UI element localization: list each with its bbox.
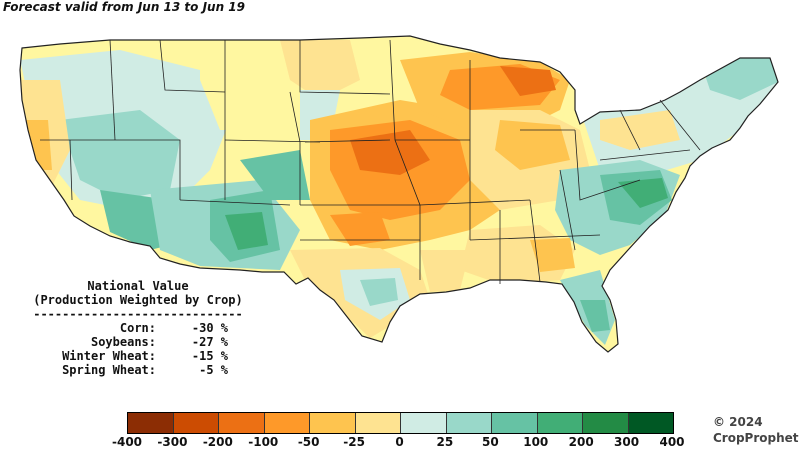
national-value-rule: ----------------------------- (33, 307, 243, 321)
map-title: Forecast valid from Jun 13 to Jun 19 (3, 0, 246, 14)
legend-tick-label: -25 (343, 435, 365, 449)
national-value-row-corn: Corn: -30 % (119, 321, 228, 335)
national-value-subheading: (Production Weighted by Crop) (33, 293, 243, 307)
national-value-row-spring-wheat: Spring Wheat: -5 % (62, 363, 228, 377)
state-borders (19, 35, 779, 353)
legend-swatch (128, 413, 174, 433)
legend-swatch (628, 413, 673, 433)
national-value-row-soybeans: Soybeans: -27 % (90, 335, 228, 349)
legend-tick-label: 100 (523, 435, 549, 449)
legend-tick-label: 300 (614, 435, 640, 449)
copyright: © 2024 CropProphet (713, 414, 799, 446)
legend-swatch (310, 413, 356, 433)
legend-swatch (492, 413, 538, 433)
legend-swatch (355, 413, 401, 433)
color-legend (127, 412, 674, 434)
copyright-brand: CropProphet (713, 431, 799, 445)
legend-tick-label: -200 (202, 435, 233, 449)
legend-swatch (173, 413, 219, 433)
legend-ticks: -400 -300 -200 -100 -50 -25 0 25 50 100 200 300 400 (112, 432, 685, 450)
legend-tick-label: 0 (395, 435, 404, 449)
legend-swatch (401, 413, 447, 433)
national-value-panel: National Value (Production Weighted by C… (18, 279, 258, 377)
legend-swatch (583, 413, 629, 433)
legend-tick-label: -50 (297, 435, 320, 449)
copyright-year: © 2024 (713, 415, 763, 429)
legend-swatch (264, 413, 310, 433)
legend-tick-label: 50 (481, 435, 499, 449)
national-value-heading: National Value (87, 279, 189, 293)
legend-swatch (219, 413, 265, 433)
national-value-row-winter-wheat: Winter Wheat: -15 % (62, 349, 228, 363)
legend-tick-label: -400 (111, 435, 143, 449)
legend-tick-label: 200 (568, 435, 594, 449)
legend-tick-label: 400 (659, 435, 685, 449)
legend-swatch (446, 413, 492, 433)
legend-tick-label: 25 (436, 435, 454, 449)
legend-tick-label: -100 (248, 435, 279, 449)
legend-swatch (537, 413, 583, 433)
legend-tick-label: -300 (157, 435, 188, 449)
